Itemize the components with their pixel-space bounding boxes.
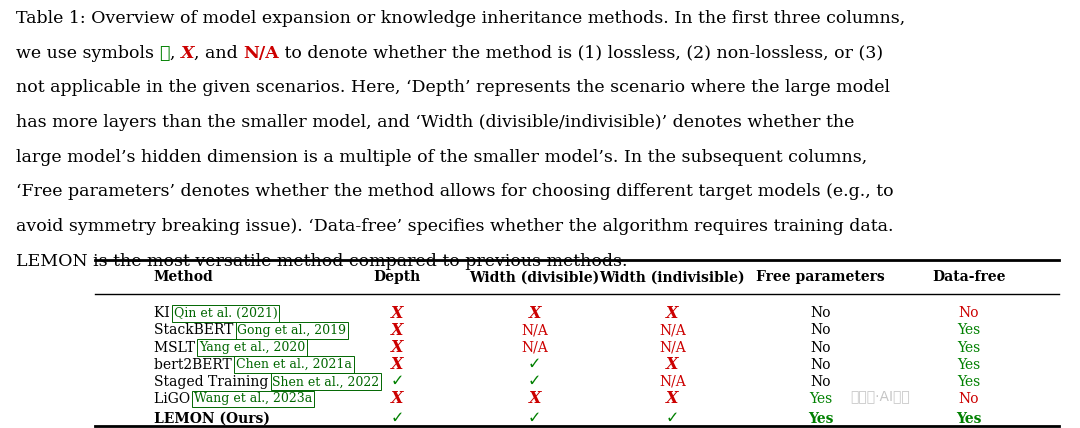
Text: we use symbols: we use symbols: [16, 45, 160, 62]
Text: X: X: [666, 356, 678, 373]
Text: Wang et al., 2023a: Wang et al., 2023a: [194, 392, 312, 405]
Text: N/A: N/A: [659, 375, 686, 389]
Text: ✓: ✓: [528, 411, 541, 426]
Text: X: X: [391, 356, 403, 373]
Text: ✓: ✓: [528, 374, 541, 389]
Text: Yes: Yes: [957, 324, 981, 337]
Text: Free parameters: Free parameters: [756, 270, 885, 284]
Text: Yes: Yes: [956, 412, 982, 425]
Text: Table 1: Overview of model expansion or knowledge inheritance methods. In the fi: Table 1: Overview of model expansion or …: [16, 10, 905, 27]
Text: N/A: N/A: [659, 324, 686, 337]
Text: X: X: [666, 390, 678, 407]
Text: X: X: [391, 322, 403, 339]
Text: MSLT: MSLT: [153, 341, 199, 354]
Text: StackBERT: StackBERT: [153, 324, 238, 337]
Text: KI: KI: [153, 306, 174, 320]
Text: No: No: [810, 324, 831, 337]
Text: N/A: N/A: [659, 341, 686, 354]
Text: Data-free: Data-free: [932, 270, 1005, 284]
Text: Depth: Depth: [374, 270, 421, 284]
Text: X: X: [666, 305, 678, 322]
Text: No: No: [810, 358, 831, 372]
Text: Yes: Yes: [957, 358, 981, 372]
Text: , and: , and: [194, 45, 244, 62]
Text: Method: Method: [153, 270, 214, 284]
Text: ✓: ✓: [391, 411, 404, 426]
Text: LiGO: LiGO: [153, 392, 194, 406]
Text: No: No: [958, 392, 978, 406]
Text: Yang et al., 2020: Yang et al., 2020: [199, 341, 306, 354]
Text: N/A: N/A: [522, 341, 548, 354]
Text: N/A: N/A: [522, 324, 548, 337]
Text: Shen et al., 2022: Shen et al., 2022: [272, 375, 379, 388]
Text: ✓: ✓: [665, 411, 679, 426]
Text: not applicable in the given scenarios. Here, ‘Depth’ represents the scenario whe: not applicable in the given scenarios. H…: [16, 79, 890, 96]
Text: Gong et al., 2019: Gong et al., 2019: [238, 324, 347, 337]
Text: Yes: Yes: [808, 412, 834, 425]
Text: Qin et al. (2021): Qin et al. (2021): [174, 307, 278, 320]
Text: LEMON (Ours): LEMON (Ours): [153, 412, 270, 425]
Text: No: No: [810, 306, 831, 320]
Text: has more layers than the smaller model, and ‘Width (divisible/indivisible)’ deno: has more layers than the smaller model, …: [16, 114, 854, 131]
Text: N/A: N/A: [244, 45, 280, 62]
Text: X: X: [391, 390, 403, 407]
Text: Yes: Yes: [957, 341, 981, 354]
Text: X: X: [528, 305, 541, 322]
Text: ✓: ✓: [391, 374, 404, 389]
Text: bert2BERT: bert2BERT: [153, 358, 235, 372]
Text: X: X: [391, 339, 403, 356]
Text: No: No: [810, 375, 831, 389]
Text: Staged Training: Staged Training: [153, 375, 272, 389]
Text: ✓: ✓: [528, 357, 541, 372]
Text: Width (indivisible): Width (indivisible): [599, 270, 745, 284]
Text: Chen et al., 2021a: Chen et al., 2021a: [235, 358, 352, 371]
Text: No: No: [958, 306, 978, 320]
Text: ,: ,: [170, 45, 181, 62]
Text: large model’s hidden dimension is a multiple of the smaller model’s. In the subs: large model’s hidden dimension is a mult…: [16, 149, 867, 166]
Text: LEMON is the most versatile method compared to previous methods.: LEMON is the most versatile method compa…: [16, 253, 627, 270]
Text: avoid symmetry breaking issue). ‘Data-free’ specifies whether the algorithm requ: avoid symmetry breaking issue). ‘Data-fr…: [16, 218, 893, 235]
Text: ‘Free parameters’ denotes whether the method allows for choosing different targe: ‘Free parameters’ denotes whether the me…: [16, 183, 894, 200]
Text: Yes: Yes: [809, 392, 832, 406]
Text: X: X: [528, 390, 541, 407]
Text: to denote whether the method is (1) lossless, (2) non-lossless, or (3): to denote whether the method is (1) loss…: [280, 45, 883, 62]
Text: Yes: Yes: [957, 375, 981, 389]
Text: Width (divisible): Width (divisible): [470, 270, 599, 284]
Text: X: X: [181, 45, 194, 62]
Text: No: No: [810, 341, 831, 354]
Text: X: X: [391, 305, 403, 322]
Text: 公众号·AI闲谈: 公众号·AI闲谈: [850, 389, 910, 403]
Text: ✓: ✓: [160, 45, 170, 62]
